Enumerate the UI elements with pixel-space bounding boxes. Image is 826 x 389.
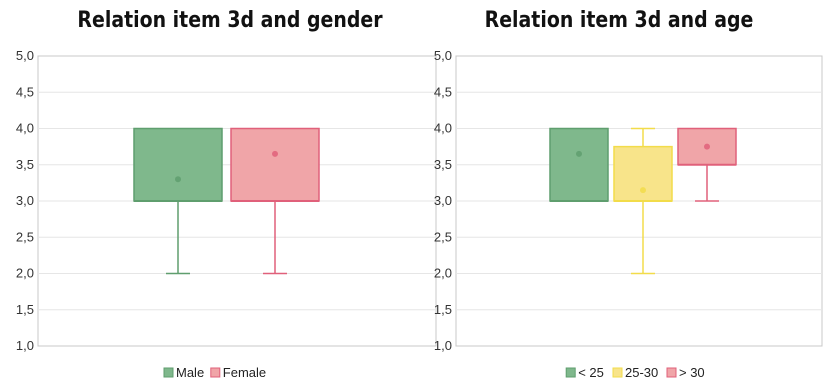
y-tick-label: 1,5 [434, 302, 452, 317]
y-tick-label: 4,5 [16, 84, 34, 99]
y-tick-label: 2,0 [16, 266, 34, 281]
legend-label: < 25 [578, 365, 604, 380]
box-series-1 [613, 127, 673, 275]
legend: Male Female [163, 365, 266, 380]
y-tick-label: 4,5 [434, 84, 452, 99]
legend-label: > 30 [679, 365, 705, 380]
box [230, 127, 320, 202]
mean-marker [576, 150, 582, 157]
y-tick-label: 4,0 [16, 121, 34, 136]
box-series-0 [133, 127, 223, 275]
mean-marker [640, 187, 646, 194]
legend-swatch [565, 367, 576, 378]
chart-title-gender: Relation item 3d and gender [77, 8, 383, 33]
y-tick-label: 1,0 [434, 338, 452, 353]
legend-swatch [666, 367, 677, 378]
legend-swatch [163, 367, 174, 378]
y-tick-label: 3,5 [16, 157, 34, 172]
y-tick-label: 2,5 [434, 229, 452, 244]
y-tick-label: 1,5 [16, 302, 34, 317]
legend: < 25 25-30 > 30 [565, 365, 705, 380]
box-series-2 [677, 127, 737, 202]
legend-label: Male [176, 365, 204, 380]
legend-label: Female [223, 365, 266, 380]
legend-swatch [612, 367, 623, 378]
box-series-1 [230, 127, 320, 275]
y-tick-label: 5,0 [16, 48, 34, 63]
mean-marker [704, 143, 710, 150]
box-series-0 [549, 127, 609, 202]
y-tick-label: 3,0 [16, 193, 34, 208]
mean-marker [272, 150, 278, 157]
mean-marker [175, 176, 181, 183]
legend-label: 25-30 [625, 365, 658, 380]
y-tick-label: 3,5 [434, 157, 452, 172]
y-tick-label: 1,0 [16, 338, 34, 353]
legend-swatch [210, 367, 221, 378]
y-tick-label: 5,0 [434, 48, 452, 63]
chart-panel-1: 1,0 1,5 2,0 2,5 3,0 3,5 4,0 4,5 5,0 < 25 25-30 > 30 [434, 48, 823, 380]
chart-panel-0: 1,0 1,5 2,0 2,5 3,0 3,5 4,0 4,5 5,0 Male Female [16, 48, 437, 380]
y-tick-label: 3,0 [434, 193, 452, 208]
y-tick-label: 4,0 [434, 121, 452, 136]
box [133, 127, 223, 202]
box [549, 127, 609, 202]
y-tick-label: 2,0 [434, 266, 452, 281]
chart-title-age: Relation item 3d and age [484, 8, 754, 33]
y-tick-label: 2,5 [16, 229, 34, 244]
